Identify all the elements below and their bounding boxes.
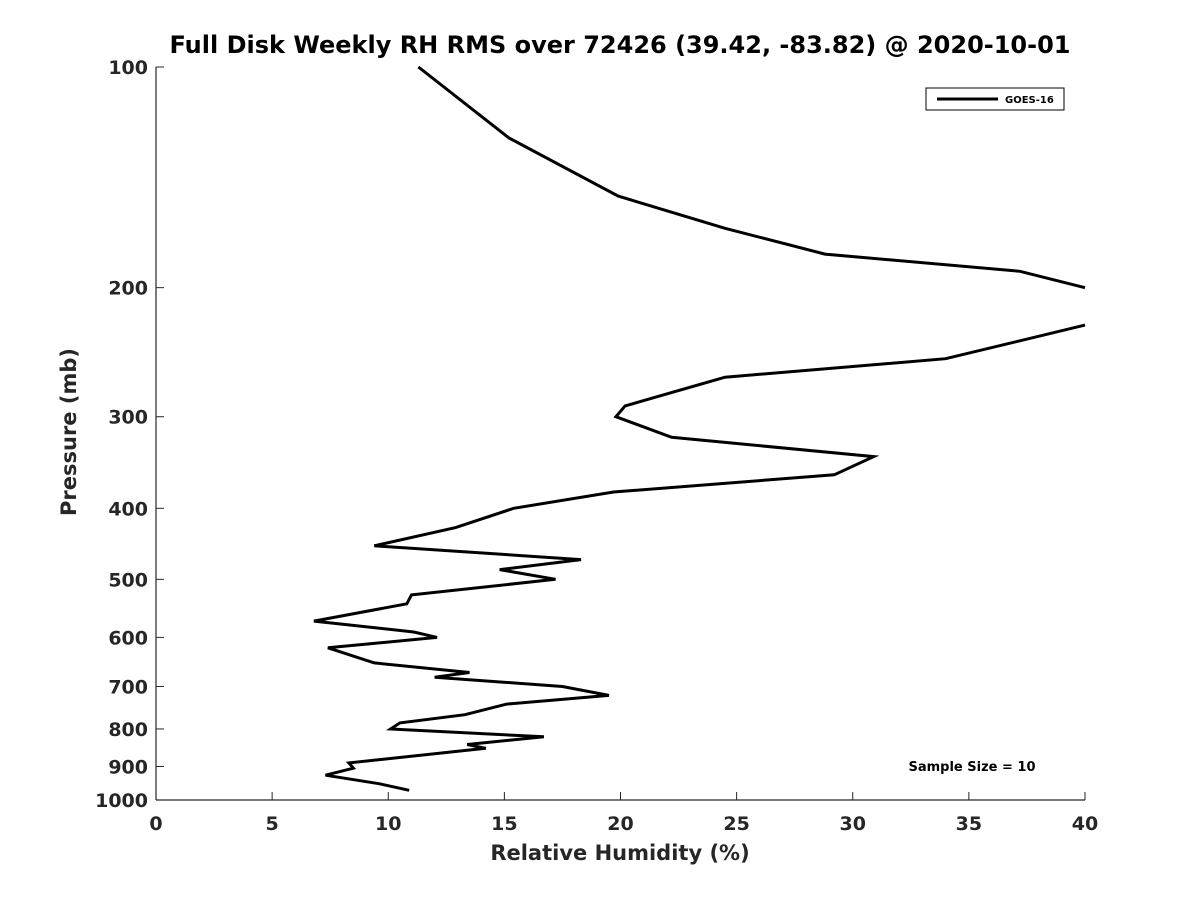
chart-title: Full Disk Weekly RH RMS over 72426 (39.4…	[169, 31, 1070, 59]
y-tick-label: 500	[108, 569, 148, 591]
x-tick-label: 40	[1072, 813, 1098, 835]
legend: GOES-16	[925, 87, 1065, 111]
x-axis-label: Relative Humidity (%)	[490, 841, 749, 865]
x-tick-label: 20	[607, 813, 633, 835]
y-tick-label: 100	[108, 57, 148, 79]
legend-label-goes-16: GOES-16	[1005, 95, 1054, 106]
y-tick-label: 400	[108, 498, 148, 520]
y-tick-label: 1000	[95, 790, 148, 812]
y-axis-label: Pressure (mb)	[57, 348, 81, 516]
series-line-goes-16-segment-2	[313, 323, 1086, 792]
x-tick-label: 15	[491, 813, 517, 835]
x-tick-label: 30	[840, 813, 866, 835]
x-tick-label: 5	[266, 813, 279, 835]
x-tick-label: 10	[375, 813, 401, 835]
plot-area: 0 5 10 15 20 25 30 35 40 100 200 300 400 500 600 700 800…	[95, 57, 1098, 835]
y-tick-label: 600	[108, 627, 148, 649]
series-line-goes-16-segment-1	[417, 65, 1086, 290]
sample-size-annotation: Sample Size = 10	[908, 760, 1035, 775]
y-tick-label: 300	[108, 407, 148, 429]
y-tick-label: 200	[108, 278, 148, 300]
x-tick-label: 35	[956, 813, 982, 835]
x-tick-label: 0	[149, 813, 162, 835]
y-tick-label: 700	[108, 676, 148, 698]
x-tick-label: 25	[723, 813, 749, 835]
y-tick-label: 800	[108, 719, 148, 741]
y-tick-label: 900	[108, 756, 148, 778]
